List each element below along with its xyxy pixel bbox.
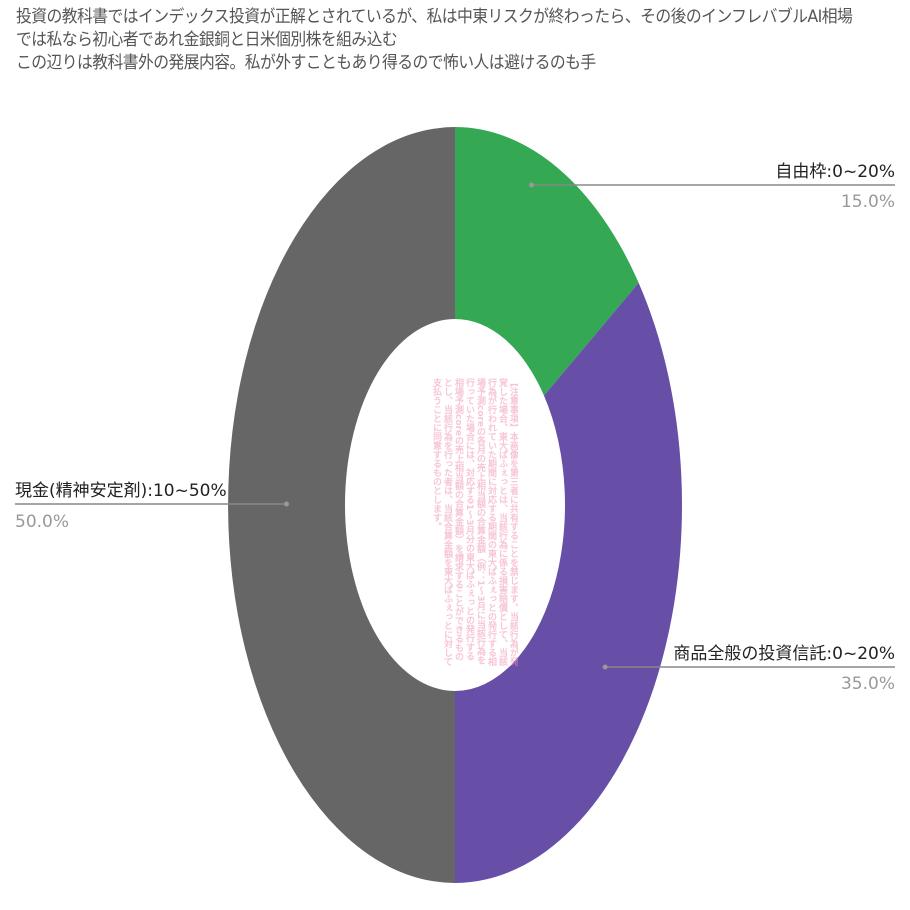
slice-1 <box>455 282 682 884</box>
leader-dot-0 <box>528 182 534 188</box>
leader-dot-1 <box>602 664 608 670</box>
percent-slice-0: 15.0% <box>841 192 895 212</box>
chart-title: 投資の教科書ではインデックス投資が正解とされているが、私は中東リスクが終わったら… <box>16 6 910 75</box>
label-slice-1: 商品全般の投資信託:0~20% <box>673 644 895 664</box>
label-slice-0: 自由枠:0~20% <box>775 162 895 182</box>
percent-slice-1: 35.0% <box>841 674 895 694</box>
slice-2 <box>228 127 455 883</box>
watermark-text: 【注意事項】本画像を第三者に共有することを禁じます。当該行為が発覚した場合、東大… <box>431 378 518 666</box>
leader-dot-2 <box>284 501 289 507</box>
title-line-2: では私なら初心者であれ金銀銅と日米個別株を組み込む <box>16 30 398 50</box>
slice-0 <box>455 127 639 396</box>
label-slice-2: 現金(精神安定剤):10~50% <box>15 481 227 501</box>
title-line-1: 投資の教科書ではインデックス投資が正解とされているが、私は中東リスクが終わったら… <box>16 7 853 27</box>
percent-slice-2: 50.0% <box>15 512 69 532</box>
title-line-3: この辺りは教科書外の発展内容。私が外すこともあり得るので怖い人は避けるのも手 <box>16 53 596 73</box>
